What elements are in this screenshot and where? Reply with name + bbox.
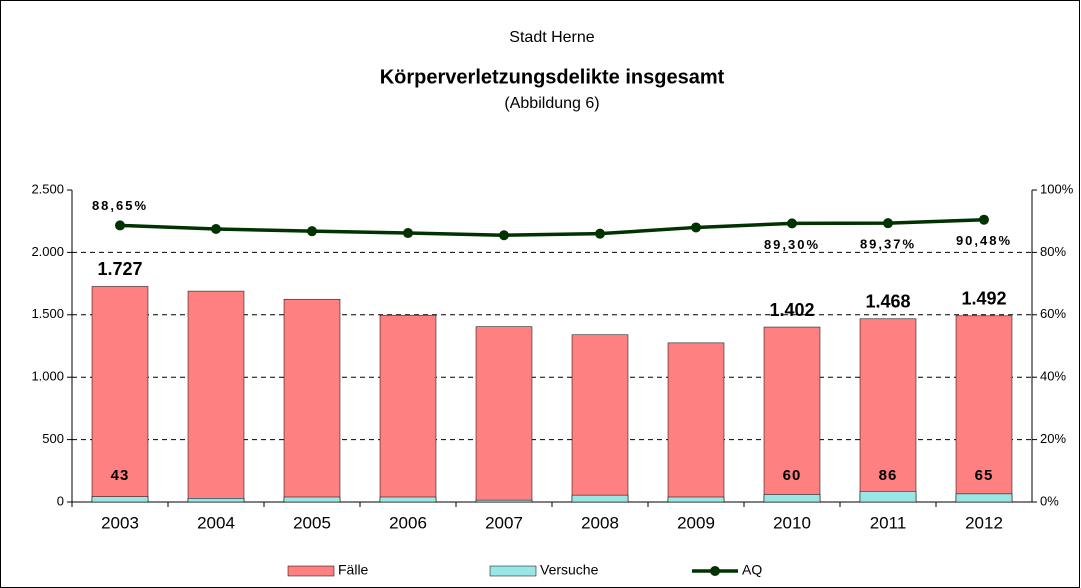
- y2-tick-label: 20%: [1040, 431, 1066, 446]
- bar: [955, 493, 1013, 503]
- bar: [571, 494, 629, 503]
- data-label: 88,65%: [92, 198, 148, 213]
- x-tick-label: 2010: [773, 513, 811, 532]
- bar: [667, 342, 725, 503]
- line-marker: [691, 222, 701, 233]
- y2-tick-label: 80%: [1040, 244, 1066, 259]
- bar: [763, 494, 821, 503]
- data-label: 1.402: [769, 300, 814, 320]
- y2-tick-label: 40%: [1040, 369, 1066, 384]
- bar: [187, 498, 245, 503]
- x-tick-label: 2005: [293, 513, 331, 532]
- data-label: 86: [879, 467, 898, 484]
- bar: [283, 298, 341, 503]
- line-marker: [979, 214, 989, 225]
- x-tick-label: 2011: [870, 513, 907, 532]
- line-marker: [883, 218, 893, 229]
- y2-tick-label: 100%: [1040, 181, 1074, 196]
- data-label: 89,30%: [764, 237, 820, 252]
- y2-tick-label: 60%: [1040, 306, 1066, 321]
- legend-swatch: [489, 565, 537, 577]
- data-label: 1.468: [865, 292, 910, 312]
- legend-label: Fälle: [338, 562, 369, 578]
- bar: [91, 496, 149, 503]
- bar: [283, 496, 341, 503]
- legend-label: Versuche: [540, 562, 599, 578]
- bar: [667, 496, 725, 503]
- line-marker: [787, 218, 797, 229]
- line-marker: [307, 226, 317, 237]
- bar: [859, 491, 917, 503]
- data-label: 90,48%: [956, 233, 1012, 248]
- bar: [379, 314, 437, 503]
- y-tick-label: 2.500: [31, 181, 64, 196]
- y-tick-label: 1.500: [31, 306, 64, 321]
- y-tick-label: 1.000: [31, 369, 64, 384]
- bar: [475, 499, 533, 503]
- y2-tick-label: 0%: [1040, 493, 1059, 508]
- x-tick-label: 2012: [965, 513, 1003, 532]
- bar: [475, 326, 533, 503]
- x-tick-label: 2006: [389, 513, 427, 532]
- data-label: 1.727: [97, 259, 142, 279]
- line-marker: [595, 228, 605, 239]
- data-label: 43: [111, 467, 130, 484]
- bar: [763, 326, 821, 503]
- y-tick-label: 2.000: [31, 244, 64, 259]
- line-marker: [211, 224, 221, 234]
- data-label: 89,37%: [860, 237, 916, 252]
- x-tick-label: 2003: [101, 513, 139, 532]
- data-label: 60: [783, 467, 802, 484]
- legend-marker: [710, 566, 720, 576]
- line-marker: [115, 220, 125, 231]
- chart-subtitle: (Abbildung 6): [504, 95, 599, 112]
- legend-swatch: [287, 565, 335, 577]
- line-marker: [499, 230, 509, 241]
- x-tick-label: 2008: [581, 513, 619, 532]
- x-tick-label: 2009: [677, 513, 715, 532]
- x-tick-label: 2004: [197, 513, 235, 532]
- line: [119, 217, 985, 237]
- x-tick-label: 2007: [485, 513, 523, 532]
- data-label: 65: [975, 467, 994, 484]
- bar: [955, 315, 1013, 503]
- chart-suptitle: Stadt Herne: [509, 29, 594, 46]
- data-label: 1.492: [961, 289, 1006, 309]
- y-tick-label: 500: [42, 431, 64, 446]
- bar: [571, 334, 629, 503]
- y-tick-label: 0: [57, 493, 64, 508]
- bar: [859, 318, 917, 503]
- legend-label: AQ: [742, 562, 762, 578]
- bar: [379, 496, 437, 503]
- bar: [187, 290, 245, 503]
- line-marker: [403, 228, 413, 239]
- chart-title: Körperverletzungsdelikte insgesamt: [380, 66, 725, 88]
